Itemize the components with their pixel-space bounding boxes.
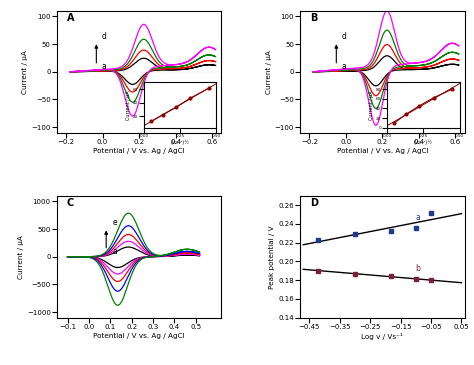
Y-axis label: Current / µA: Current / µA (18, 235, 24, 278)
Text: A: A (67, 13, 74, 23)
Text: b: b (415, 264, 420, 273)
Text: a: a (415, 213, 420, 222)
Text: B: B (310, 13, 318, 23)
Text: C: C (67, 197, 74, 208)
X-axis label: Potential / V vs. Ag / AgCl: Potential / V vs. Ag / AgCl (337, 148, 428, 154)
X-axis label: Log v / Vs⁻¹: Log v / Vs⁻¹ (361, 333, 403, 339)
Y-axis label: Peak potential / V: Peak potential / V (269, 225, 275, 288)
X-axis label: Potential / V vs. Ag / AgCl: Potential / V vs. Ag / AgCl (93, 333, 185, 339)
Y-axis label: Current / µA: Current / µA (266, 50, 272, 94)
Text: a: a (101, 62, 106, 71)
Y-axis label: Current / µA: Current / µA (22, 50, 28, 94)
Text: D: D (310, 197, 318, 208)
Text: e: e (113, 218, 118, 227)
Text: a: a (341, 62, 346, 71)
X-axis label: Potential / V vs. Ag / AgCl: Potential / V vs. Ag / AgCl (93, 148, 185, 154)
Text: d: d (101, 32, 106, 41)
Text: d: d (341, 32, 346, 41)
Text: a: a (113, 247, 118, 256)
